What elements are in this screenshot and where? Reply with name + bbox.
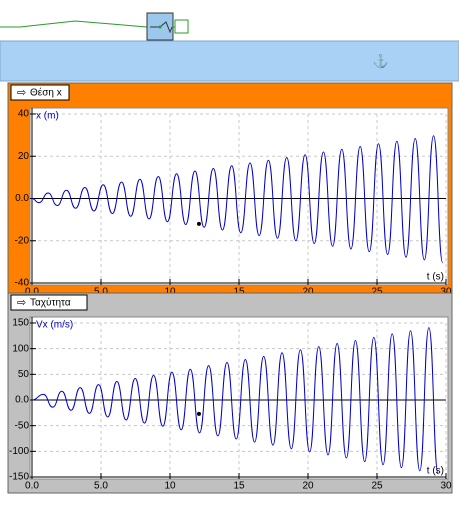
data-line [31,135,444,264]
tab [10,84,70,101]
time-marker [196,221,201,226]
x-tick-label: 10 [164,481,176,492]
x-tick-label: 5.0 [94,481,108,492]
time-marker [196,411,201,416]
x-tick-label: 20 [302,481,314,492]
toolbar [0,40,459,82]
chart-panel: ⇨ Ταχύτητα 0.0 5.0 10 15 20 25 30 150 100 50 0.0 -50 -… [7,292,453,494]
y-tick-label: 0.0 [15,193,29,204]
x-tick-label: 25 [371,481,383,492]
plot-area [29,107,449,286]
x-tick-label: 30 [440,287,452,298]
y-tick-label: 20 [18,151,30,162]
spring-line [0,20,148,28]
x-tick-label: 25 [371,287,383,298]
charts: ⇨ Θέση x 0.0 5.0 10 15 20 25 30 40 20 0.0 -20 -40 x (m… [7,82,453,494]
tab-arrow: ⇨ [17,297,26,309]
mechanism-diagram [0,12,189,41]
x-tick-label: 30 [440,481,452,492]
x-tick-label: 0.0 [25,481,39,492]
y-tick-label: -40 [15,278,30,289]
y-tick-label: 50 [18,369,30,380]
y-axis-label: x (m) [36,111,59,122]
x-axis-label: t (s) [427,466,444,477]
x-tick-label: 15 [233,287,245,298]
x-tick-label: 20 [302,287,314,298]
x-tick-label: 15 [233,481,245,492]
y-tick-label: 150 [12,318,29,329]
y-tick-label: -50 [15,420,30,431]
y-tick-label: 40 [18,109,30,120]
y-tick-label: 100 [12,343,29,354]
connector [150,21,173,34]
tab-arrow: ⇨ [17,87,26,99]
y-tick-label: 0.0 [15,395,29,406]
y-tick-label: -150 [9,472,29,483]
data-line [31,327,439,475]
y-axis-label: Vx (m/s) [36,320,73,331]
chart-panel: ⇨ Θέση x 0.0 5.0 10 15 20 25 30 40 20 0.0 -20 -40 x (m… [7,82,453,298]
x-tick-label: 0.0 [25,287,39,298]
y-tick-label: -100 [9,446,29,457]
x-axis-label: t (s) [427,272,444,283]
joint [158,25,162,29]
tab-label: Θέση x [30,87,62,99]
y-tick-label: -20 [15,235,30,246]
anchor-icon[interactable]: ⚓ [373,53,389,68]
x-tick-label: 10 [164,287,176,298]
x-tick-label: 5.0 [94,287,108,298]
tab-label: Ταχύτητα [30,297,71,309]
tab [10,294,88,311]
